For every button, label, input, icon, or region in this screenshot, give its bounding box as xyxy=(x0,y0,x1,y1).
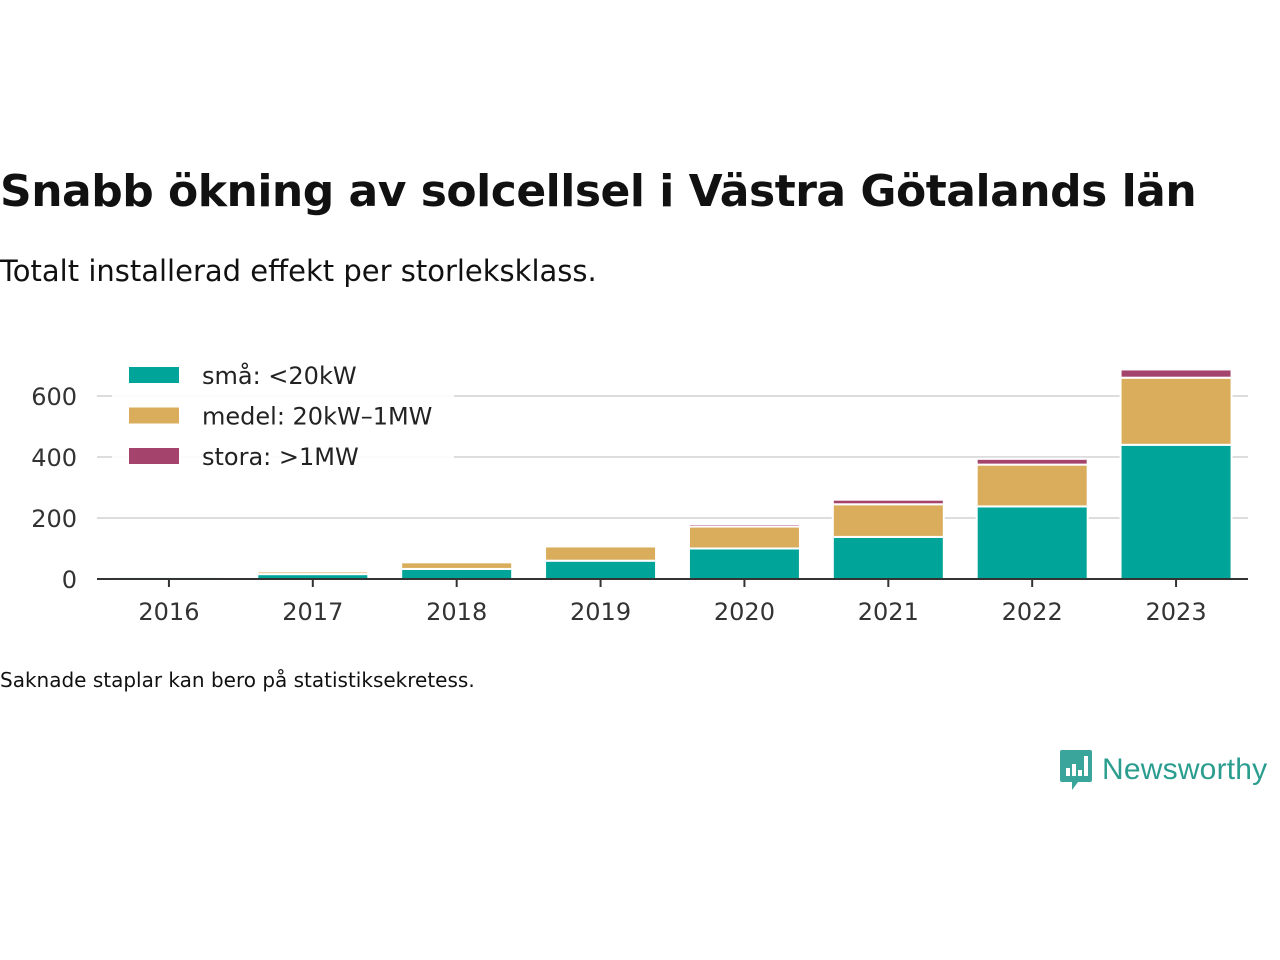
brand-logo[interactable]: Newsworthy xyxy=(1058,748,1267,792)
bar-segment xyxy=(400,561,514,570)
chart-subtitle: Totalt installerad effekt per storlekskl… xyxy=(0,254,597,288)
bar-segment xyxy=(400,567,514,580)
bar-chart: 0 200 400 600 2016 2017 2018 2019 2020 2021 2022 20… xyxy=(31,352,1248,626)
bar-segment xyxy=(975,505,1089,580)
bar-segment xyxy=(831,503,945,538)
y-tick-label: 400 xyxy=(31,444,77,472)
bar-segment xyxy=(256,569,370,573)
chart-title: Snabb ökning av solcellsel i Västra Göta… xyxy=(0,166,1197,217)
bar-segment xyxy=(544,559,658,581)
bar-segment xyxy=(400,560,514,564)
bar-segment xyxy=(831,498,945,506)
bar-segment xyxy=(112,574,226,578)
bar-segment xyxy=(975,457,1089,466)
bar-segment xyxy=(1119,443,1233,580)
x-tick-label: 2019 xyxy=(570,598,631,626)
legend-label: stora: >1MW xyxy=(202,443,359,471)
legend-swatch xyxy=(129,367,179,383)
bars xyxy=(112,368,1233,581)
footnote: Saknade staplar kan bero på statistiksek… xyxy=(0,668,475,692)
bar-segment xyxy=(1119,368,1233,379)
y-tick-label: 600 xyxy=(31,383,77,411)
legend-label: små: <20kW xyxy=(202,361,357,390)
bar-segment xyxy=(1119,376,1233,446)
x-tick-label: 2020 xyxy=(714,598,775,626)
y-tick-label: 0 xyxy=(62,566,77,594)
y-tick-label: 200 xyxy=(31,505,77,533)
bar-segment xyxy=(687,525,801,550)
legend: små: <20kW medel: 20kW–1MW stora: >1MW xyxy=(112,352,454,471)
bar-segment xyxy=(975,463,1089,508)
x-tick-label: 2017 xyxy=(282,598,343,626)
x-tick-label: 2023 xyxy=(1146,598,1207,626)
brand-name: Newsworthy xyxy=(1102,753,1268,786)
legend-swatch xyxy=(129,407,179,424)
bar-segment xyxy=(544,544,658,548)
x-tick-label: 2021 xyxy=(858,598,919,626)
bar-segment xyxy=(831,535,945,580)
bar-segment xyxy=(544,545,658,562)
axes: 0 200 400 600 2016 2017 2018 2019 2020 2021 2022 20… xyxy=(31,383,1248,626)
legend-swatch xyxy=(129,448,179,464)
bar-segment xyxy=(687,523,801,528)
newsworthy-logo-icon xyxy=(1060,750,1092,790)
legend-label: medel: 20kW–1MW xyxy=(202,403,432,431)
x-tick-label: 2018 xyxy=(426,598,487,626)
x-tick-label: 2016 xyxy=(138,598,199,626)
bar-segment xyxy=(687,547,801,580)
x-tick-label: 2022 xyxy=(1002,598,1063,626)
